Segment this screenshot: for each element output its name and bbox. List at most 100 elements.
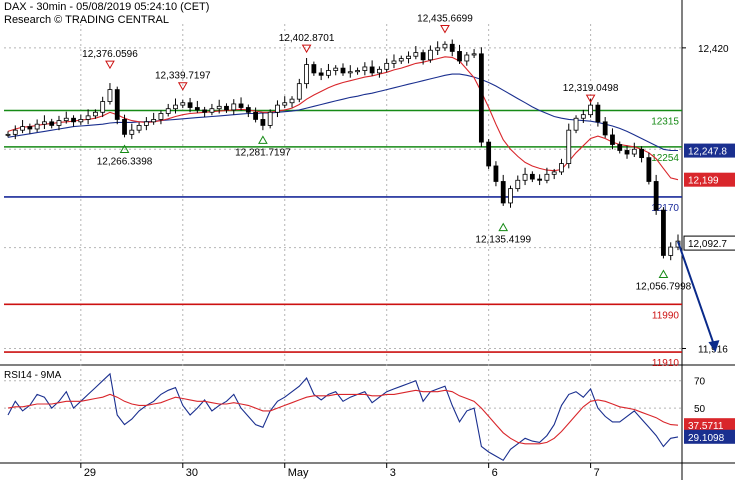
- candle-body: [573, 117, 579, 131]
- candle-body: [639, 148, 644, 159]
- candle-body: [253, 111, 259, 120]
- candle-body: [515, 179, 521, 190]
- candle-body: [202, 109, 208, 113]
- candle-body: [136, 125, 142, 131]
- candle-body: [100, 101, 106, 113]
- candle-body: [420, 52, 426, 61]
- candle-body: [537, 178, 543, 181]
- candle-body: [289, 98, 295, 104]
- rsi-line: [7, 372, 679, 462]
- chart-header-source: Research © TRADING CENTRAL: [4, 14, 169, 26]
- candle-body: [457, 51, 462, 62]
- candle-body: [92, 111, 98, 117]
- level-label: 12315: [651, 116, 679, 127]
- x-tick-label: 6: [492, 467, 498, 479]
- y-tick-label: 12,420: [698, 44, 729, 55]
- candle-body: [529, 173, 535, 180]
- candle-body: [508, 188, 513, 204]
- low-marker-icon: [658, 269, 669, 279]
- candle-body: [522, 173, 528, 181]
- chart-header-title: DAX - 30min - 05/08/2019 05:24:10 (CET): [4, 1, 210, 13]
- candle-body: [559, 163, 564, 173]
- candle-body: [617, 144, 623, 151]
- high-label: 12,339.7197: [155, 71, 211, 82]
- candle-body: [173, 104, 178, 110]
- candle-body: [42, 121, 47, 125]
- candle-body: [566, 129, 572, 164]
- candle-body: [56, 120, 62, 126]
- candle-body: [369, 66, 375, 74]
- candle-body: [486, 141, 492, 167]
- candle-body: [493, 165, 499, 182]
- candle-body: [114, 89, 120, 120]
- candle-body: [449, 43, 455, 52]
- candle-body: [595, 104, 601, 123]
- candle-body: [551, 171, 557, 175]
- candle-body: [187, 102, 193, 108]
- candle-body: [165, 108, 171, 114]
- candle-body: [311, 64, 317, 74]
- candle-body: [267, 111, 273, 126]
- candle-body: [224, 105, 229, 111]
- candle-body: [362, 66, 368, 71]
- candle-body: [304, 64, 309, 85]
- candle-body: [442, 43, 448, 49]
- candle-body: [624, 150, 630, 155]
- x-tick-label: 29: [84, 467, 96, 479]
- candle-body: [384, 62, 390, 70]
- candle-body: [588, 104, 594, 116]
- x-tick-label: 3: [390, 467, 396, 479]
- x-tick-label: May: [288, 467, 309, 479]
- high-label: 12,435.6699: [417, 14, 473, 25]
- candle-body: [238, 103, 244, 108]
- candle-body: [122, 119, 127, 135]
- candle-body: [78, 119, 84, 123]
- candle-body: [5, 133, 11, 136]
- high-marker-icon: [301, 44, 312, 54]
- low-label: 12,281.7197: [235, 147, 291, 158]
- low-label: 12,135.4199: [475, 235, 531, 246]
- level-label: 12254: [651, 153, 679, 164]
- candle-body: [260, 119, 266, 126]
- low-label: 12,266.3398: [97, 157, 153, 168]
- low-marker-icon: [258, 135, 268, 144]
- candle-body: [333, 67, 339, 71]
- level-label: 12170: [651, 203, 679, 214]
- price-tag-box: [684, 172, 735, 187]
- candle-body: [27, 126, 33, 130]
- candle-body: [500, 181, 506, 204]
- high-marker-icon: [585, 94, 596, 104]
- candle-body: [580, 114, 586, 119]
- y-tick-label: 11,916: [698, 344, 728, 355]
- candle-body: [326, 70, 331, 76]
- candle-body: [107, 89, 113, 102]
- candle-body: [71, 117, 76, 123]
- high-marker-icon: [440, 25, 450, 34]
- low-label: 12,056.7998: [636, 282, 692, 293]
- candle-body: [49, 121, 55, 126]
- forecast-arrow-head-icon: [708, 340, 720, 353]
- candle-body: [406, 55, 411, 59]
- candle-body: [435, 47, 441, 51]
- current-price-box: [683, 235, 735, 251]
- rsi-tag-label: 29.1098: [688, 433, 725, 444]
- moving-average-blue: [7, 73, 678, 152]
- candle-body: [377, 68, 382, 74]
- candle-body: [34, 123, 40, 130]
- candle-body: [216, 105, 222, 110]
- candle-body: [478, 53, 484, 143]
- candle-body: [63, 117, 69, 122]
- candle-body: [661, 209, 666, 256]
- candle-body: [282, 102, 288, 106]
- candle-body: [180, 102, 186, 106]
- level-label: 11990: [652, 310, 680, 321]
- candle-body: [158, 113, 164, 120]
- high-label: 12,319.0498: [563, 83, 619, 94]
- candle-body: [653, 181, 659, 211]
- candle-body: [12, 129, 18, 135]
- rsi-tag-box: [684, 429, 735, 444]
- forecast-arrow-line: [677, 241, 716, 347]
- level-label: 11910: [652, 358, 680, 369]
